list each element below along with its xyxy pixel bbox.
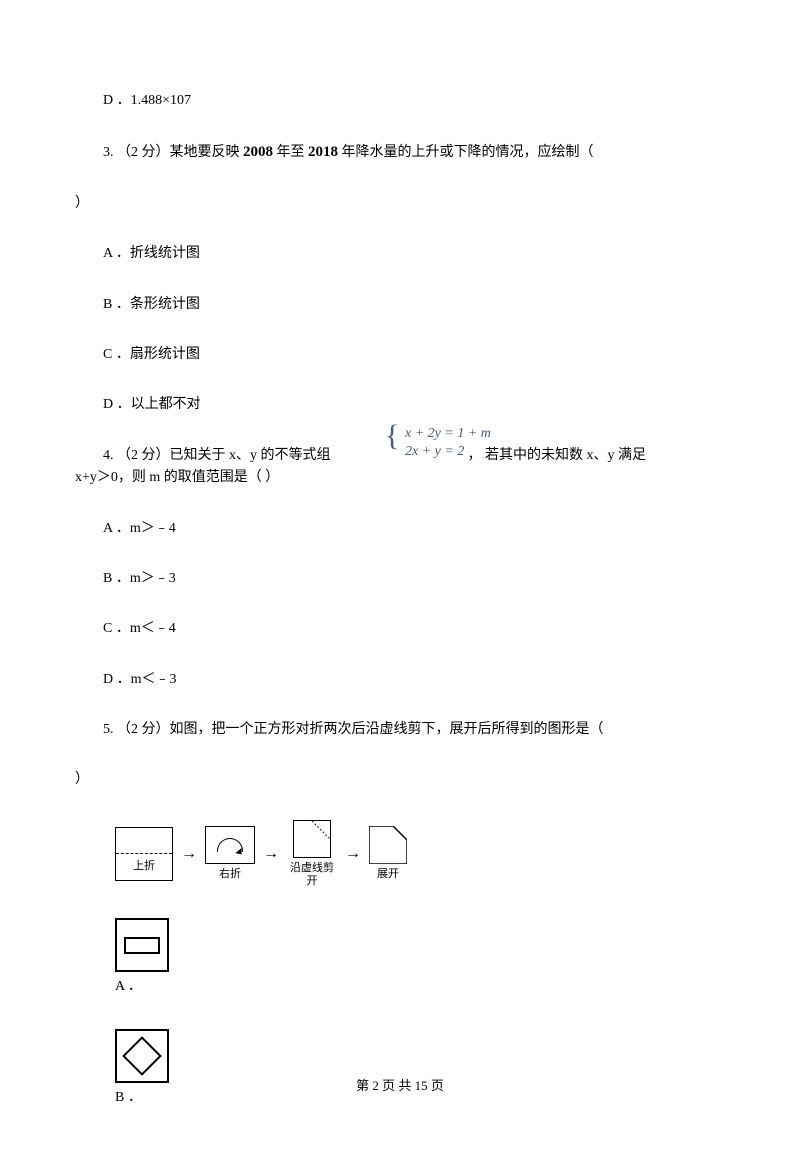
fold-step-4: 展开 [369, 826, 407, 881]
option-a-figure [115, 918, 169, 972]
fold-step-1: 上折 [115, 827, 173, 881]
q3-option-d: D ．以上都不对 [75, 394, 725, 416]
q3-option-c: C ．扇形统计图 [75, 344, 725, 366]
q3-text1: 某地要反映 [170, 145, 244, 160]
q4-line2: x+y＞0，则 m 的取值范围是（ ） [75, 467, 725, 489]
q3-number: 3. [103, 145, 117, 160]
prev-option-d: D ．1.488×107 [75, 90, 725, 112]
q4-option-a: A ．m＞﹣4 [75, 518, 725, 540]
fold-step-2: 右折 [205, 826, 255, 881]
arrow-icon: → [181, 841, 197, 867]
fold-box-1: 上折 [115, 827, 173, 881]
question-4-block: { x + 2y = 1 + m 2x + y = 2 4. （2 分）已知关于… [75, 445, 725, 490]
q3-points: （2 分） [117, 145, 170, 160]
fold-label-2: 右折 [219, 868, 241, 881]
q4-option-d: D ．m＜﹣3 [75, 669, 725, 691]
q3-text2: 年降水量的上升或下降的情况，应绘制（ [338, 145, 594, 160]
q3-option-a: A ．折线统计图 [75, 243, 725, 265]
fold-label-1: 上折 [116, 858, 172, 876]
q3-year2: 2018 [308, 144, 338, 160]
dash-line-icon [116, 853, 172, 854]
q4-option-b: B ．m＞﹣3 [75, 568, 725, 590]
fold-label-3: 沿虚线剪开 [287, 862, 337, 888]
fold-box-4 [369, 826, 407, 864]
inner-diamond-icon [122, 1036, 162, 1076]
fold-label-4: 展开 [377, 868, 399, 881]
q4-prefix: 4. （2 分）已知关于 x、y 的不等式组 [103, 448, 331, 463]
q4-suffix: ， 若其中的未知数 x、y 满足 [468, 448, 647, 463]
q3-year1: 2008 [243, 144, 273, 160]
fold-box-3 [293, 820, 331, 858]
question-3: 3. （2 分）某地要反映 2008 年至 2018 年降水量的上升或下降的情况… [75, 140, 725, 164]
q3-between: 年至 [273, 145, 308, 160]
q5-closing: ） [75, 769, 725, 791]
q3-option-b: B ．条形统计图 [75, 294, 725, 316]
q5-option-a-label: A ． [115, 976, 725, 998]
cut-shape-icon [369, 826, 407, 864]
q5-option-b-block [115, 1029, 725, 1083]
q3-closing: ） [75, 193, 725, 215]
inner-rect-icon [124, 937, 160, 954]
page-footer: 第 2 页 共 15 页 [0, 1076, 800, 1097]
q5-option-a-block [115, 918, 725, 972]
diagonal-dash-icon [294, 821, 330, 857]
curve-arrow-icon [217, 838, 243, 852]
question-5: 5. （2 分）如图，把一个正方形对折两次后沿虚线剪下，展开后所得到的图形是（ [75, 719, 725, 741]
q4-line1: 4. （2 分）已知关于 x、y 的不等式组 ， 若其中的未知数 x、y 满足 [75, 445, 725, 467]
fold-box-2 [205, 826, 255, 864]
arrow-icon: → [263, 841, 279, 867]
q4-option-c: C ．m＜﹣4 [75, 618, 725, 640]
q5-fold-diagram: 上折 → 右折 → 沿虚线剪开 → 展开 [115, 820, 725, 888]
arrow-icon: → [345, 841, 361, 867]
equation-1: x + 2y = 1 + m [405, 425, 491, 443]
option-b-figure [115, 1029, 169, 1083]
fold-step-3: 沿虚线剪开 [287, 820, 337, 888]
